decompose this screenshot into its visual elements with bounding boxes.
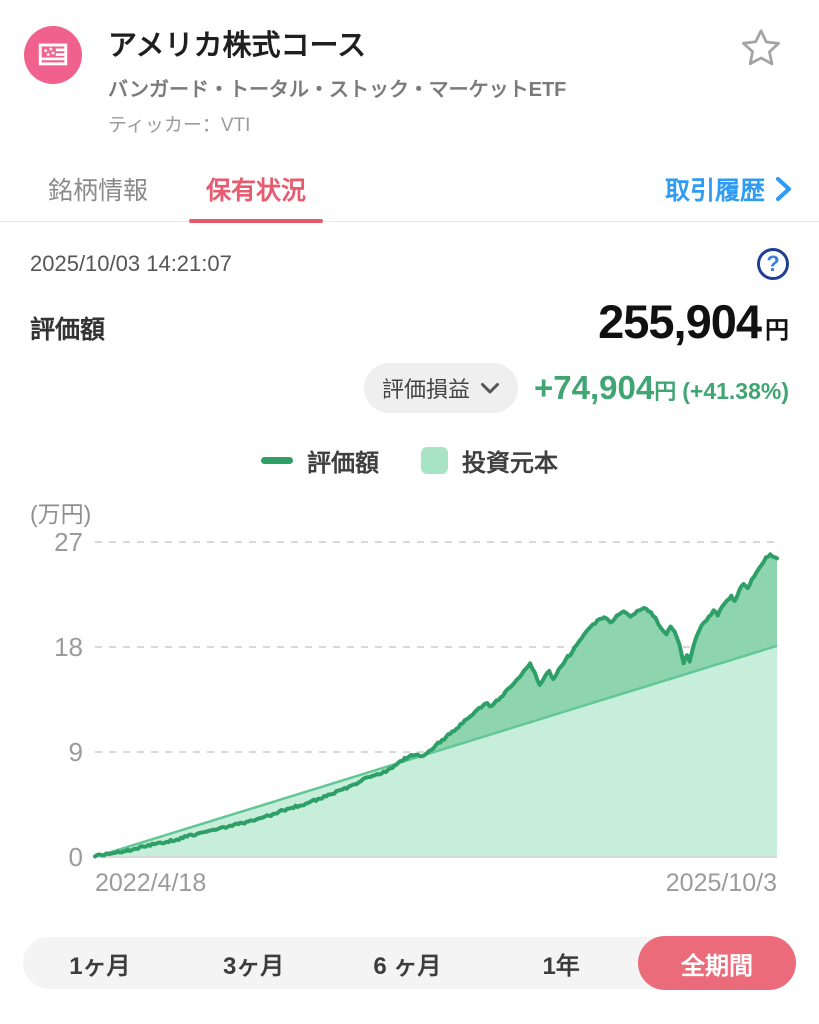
valuation-label: 評価額 [30, 316, 106, 345]
range-3months-button[interactable]: 3ヶ月 [177, 946, 331, 981]
svg-text:27: 27 [54, 527, 83, 557]
ticker-label: ティッカー：VTI [108, 115, 251, 137]
title-block: アメリカ株式コース バンガード・トータル・ストック・マーケットETF ティッカー… [108, 26, 795, 137]
svg-text:★: ★ [48, 46, 53, 53]
valuation-value: 255,904 [598, 295, 762, 349]
valuation-amount: 255,904 円 [598, 294, 789, 349]
pl-unit: 円 [654, 379, 677, 405]
chart-container: (万円) 0 9 18 27 2022/4/18 2025/10/3 [0, 494, 819, 909]
legend-valuation-label: 評価額 [307, 450, 379, 478]
holdings-chart[interactable]: (万円) 0 9 18 27 2022/4/18 2025/10/3 [0, 494, 819, 904]
svg-text:0: 0 [69, 842, 83, 872]
help-icon[interactable]: ? [757, 248, 789, 281]
svg-text:9: 9 [69, 737, 83, 767]
favorite-star-icon[interactable] [739, 26, 783, 70]
tab-holdings-label: 保有状況 [206, 177, 307, 206]
transaction-history-link[interactable]: 取引履歴 [665, 171, 793, 207]
pl-amount: +74,904 円 (+41.38%) [534, 369, 789, 407]
legend-principal-label: 投資元本 [462, 450, 558, 478]
valuation-unit: 円 [765, 317, 789, 345]
pl-selector-dropdown[interactable]: 評価損益 [363, 363, 518, 414]
chevron-right-icon [775, 177, 792, 202]
holdings-summary: 2025/10/03 14:21:07 ? 評価額 255,904 円 評価損益 … [0, 248, 819, 414]
fund-subtitle: バンガード・トータル・ストック・マーケットETF [108, 79, 567, 102]
svg-text:2025/10/3: 2025/10/3 [666, 869, 777, 897]
pl-percent: (+41.38%) [682, 378, 789, 405]
tab-bar: 銘柄情報 保有状況 取引履歴 [0, 157, 819, 224]
legend-area-swatch-icon [421, 447, 448, 475]
pl-selector-label: 評価損益 [381, 377, 470, 403]
svg-text:18: 18 [54, 632, 83, 662]
range-1year-button[interactable]: 1年 [484, 946, 638, 981]
us-flag-icon: ★ ★ ★ ★ [24, 26, 82, 84]
svg-text:★: ★ [45, 51, 50, 58]
pl-value: +74,904 [534, 369, 655, 407]
legend-item-principal: 投資元本 [421, 443, 558, 478]
active-tab-underline [189, 219, 324, 224]
quote-timestamp: 2025/10/03 14:21:07 [30, 251, 232, 277]
svg-text:2022/4/18: 2022/4/18 [95, 869, 206, 897]
tab-stock-info[interactable]: 銘柄情報 [48, 171, 148, 207]
range-selector: 1ヶ月 3ヶ月 6 ヶ月 1年 全期間 [23, 936, 796, 991]
header: ★ ★ ★ ★ アメリカ株式コース バンガード・トータル・ストック・マーケットE… [0, 0, 819, 137]
legend-item-valuation: 評価額 [261, 443, 379, 478]
chart-legend: 評価額 投資元本 [0, 443, 819, 478]
svg-text:★: ★ [43, 47, 48, 54]
chevron-down-icon [481, 382, 499, 394]
tab-holdings[interactable]: 保有状況 [189, 157, 324, 224]
range-1month-button[interactable]: 1ヶ月 [23, 946, 177, 981]
transaction-history-label: 取引履歴 [664, 177, 765, 206]
range-all-button[interactable]: 全期間 [638, 936, 796, 991]
svg-text:★: ★ [50, 50, 55, 57]
page-title: アメリカ株式コース [108, 30, 367, 62]
legend-line-swatch-icon [261, 457, 293, 465]
range-6months-button[interactable]: 6 ヶ月 [331, 946, 485, 981]
svg-text:(万円): (万円) [30, 501, 91, 527]
